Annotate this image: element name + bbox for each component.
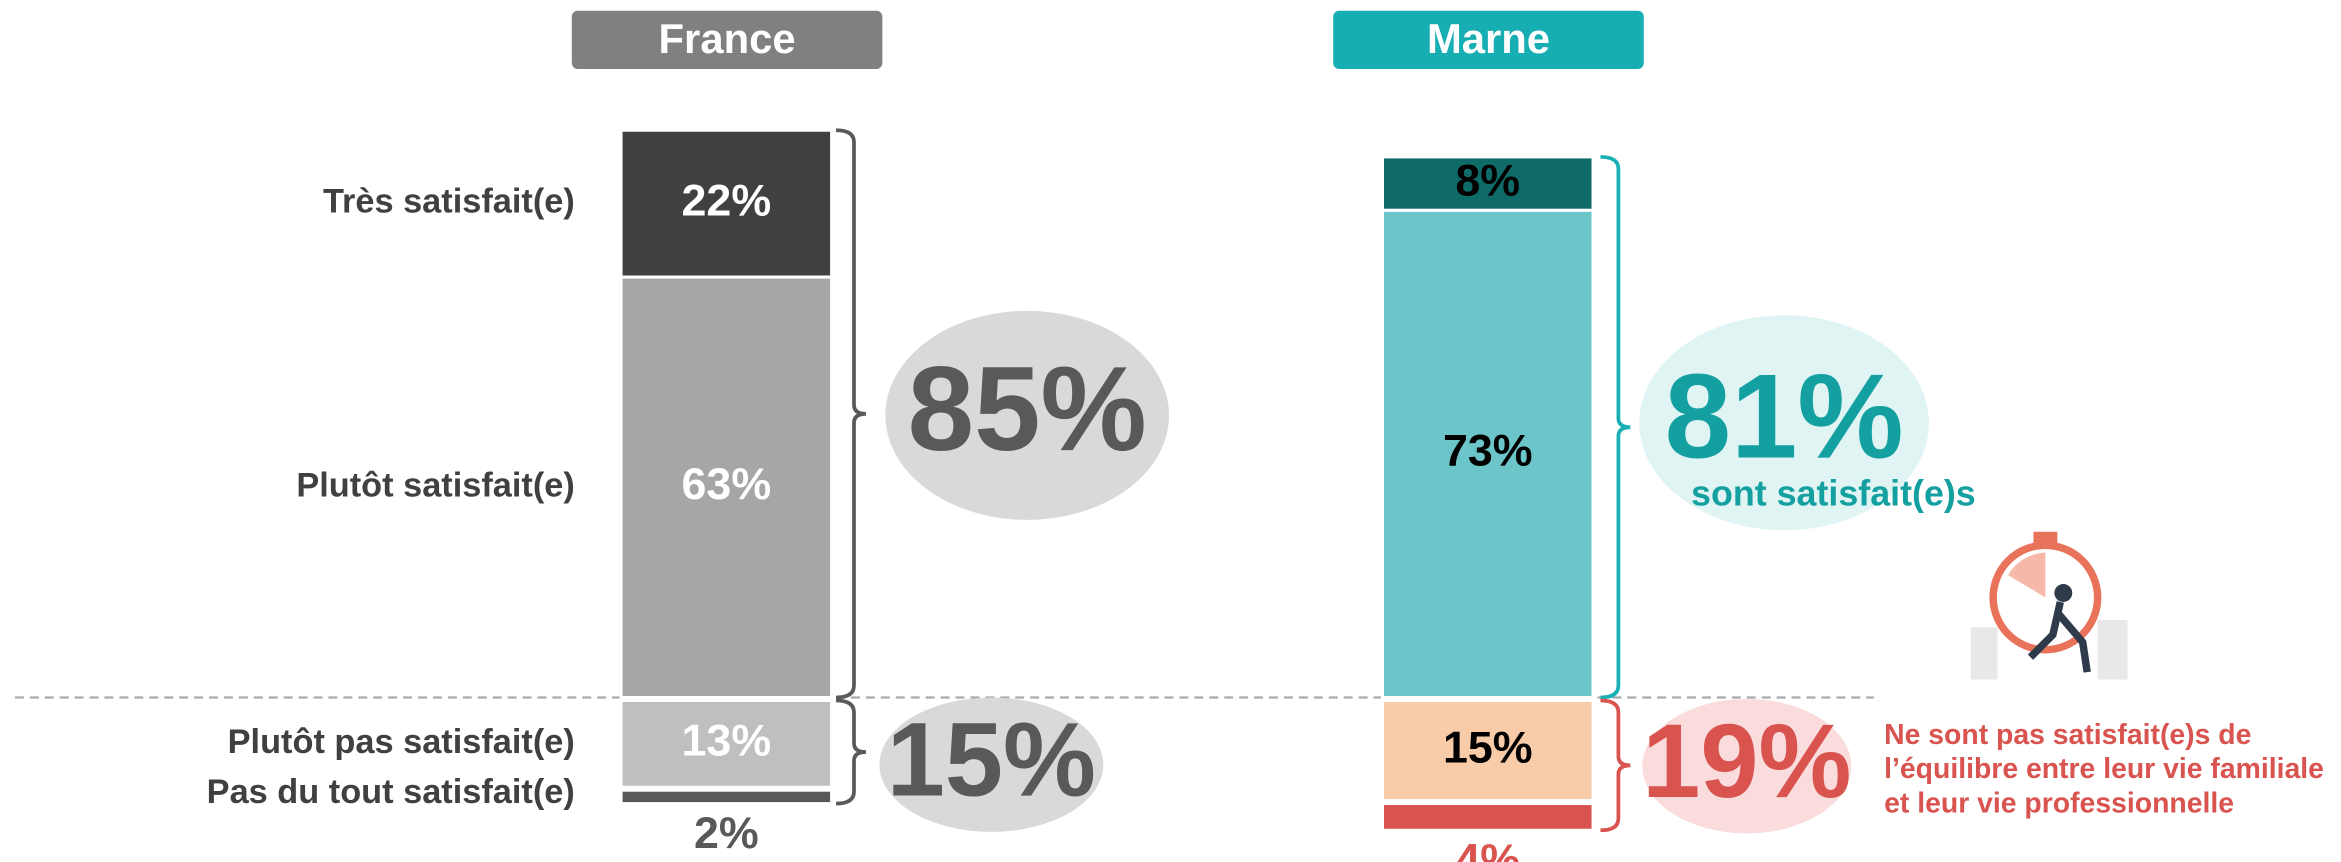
note-line: et leur vie professionnelle (1884, 787, 2234, 819)
value-label: 22% (682, 175, 772, 225)
chart: France 22% Très satisfait(e) 63% Plutôt sati… (0, 0, 2341, 862)
total-label: 19% (1642, 703, 1851, 820)
category-label: Pas du tout satisfait(e) (207, 773, 575, 811)
total-label: 81% (1665, 350, 1904, 483)
total-label: 85% (908, 343, 1147, 476)
category-label: Plutôt pas satisfait(e) (228, 723, 575, 761)
bracket (836, 130, 866, 697)
value-label: 15% (1443, 722, 1533, 772)
note-line: l’équilibre entre leur vie familiale (1884, 753, 2324, 785)
annotation: sont satisfait(e)s (1691, 473, 1976, 513)
value-label: 13% (682, 716, 772, 766)
value-label: 8% (1455, 155, 1520, 205)
value-label: 2% (694, 808, 759, 858)
value-label: 63% (682, 459, 772, 509)
bar-segment (621, 790, 832, 803)
panel-title: Marne (1427, 15, 1550, 62)
bracket (836, 700, 866, 803)
stopwatch-icon (1971, 532, 2128, 680)
panel-title: France (659, 15, 796, 62)
bracket (1600, 700, 1630, 830)
bracket (1600, 157, 1630, 698)
category-label: Très satisfait(e) (323, 183, 575, 221)
value-label: 73% (1443, 426, 1533, 476)
note-line: Ne sont pas satisfait(e)s de (1884, 719, 2251, 751)
category-label: Plutôt satisfait(e) (296, 466, 574, 504)
total-label: 15% (887, 701, 1096, 818)
value-label: 4% (1455, 835, 1520, 862)
bar-segment (1383, 804, 1594, 831)
